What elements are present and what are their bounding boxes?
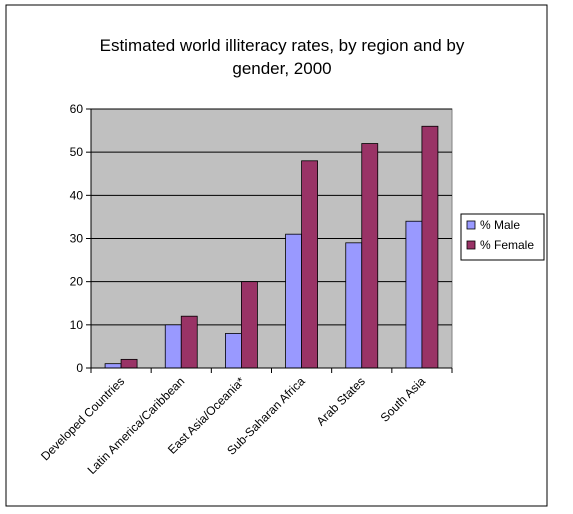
chart-title-line-2: gender, 2000 <box>232 59 331 78</box>
gridlines <box>91 108 452 326</box>
bar-male <box>164 324 182 369</box>
y-tick-label: 20 <box>70 275 84 289</box>
bar-male <box>285 233 302 369</box>
y-tick-label: 10 <box>70 318 84 332</box>
legend: % Male % Female <box>460 213 545 261</box>
legend-box <box>460 213 545 261</box>
y-tick-label: 30 <box>70 232 84 246</box>
y-tick-label: 40 <box>70 188 84 202</box>
legend-label: % Male <box>480 218 520 232</box>
bar-female <box>421 125 439 369</box>
bar-male <box>225 333 242 369</box>
bar-female <box>241 281 258 369</box>
y-tick-label: 60 <box>70 102 84 116</box>
bar-female <box>120 358 138 369</box>
bar-female <box>361 143 379 369</box>
legend-swatch <box>466 220 476 230</box>
bar-male <box>345 242 363 369</box>
bar-male <box>405 220 423 369</box>
y-tick-label: 0 <box>76 361 83 375</box>
chart-title-line-1: Estimated world illiteracy rates, by reg… <box>100 36 465 55</box>
legend-label: % Female <box>480 238 534 252</box>
legend-swatch <box>466 240 476 250</box>
bar-female <box>301 160 318 369</box>
y-tick-label: 50 <box>70 145 84 159</box>
bar-female <box>180 315 198 369</box>
bar-male <box>104 363 122 369</box>
